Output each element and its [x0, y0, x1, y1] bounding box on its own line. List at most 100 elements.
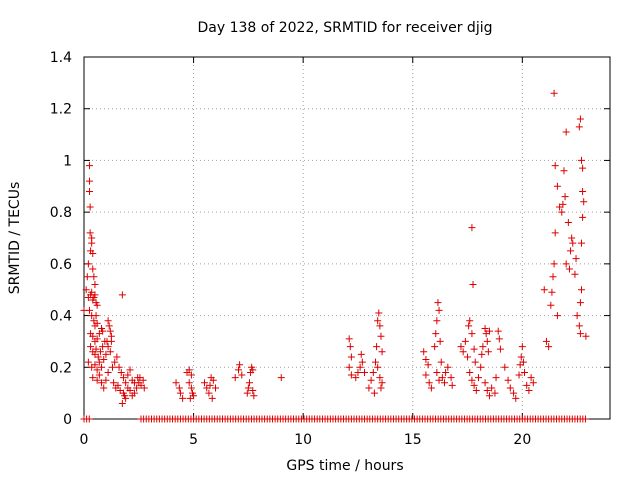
- data-point: [185, 366, 193, 374]
- data-point: [433, 317, 441, 325]
- data-point: [87, 343, 95, 351]
- data-point: [558, 208, 566, 216]
- data-point: [89, 332, 97, 340]
- data-point: [461, 337, 469, 345]
- data-point: [121, 392, 129, 400]
- data-point: [85, 306, 93, 314]
- data-point: [205, 389, 213, 397]
- data-point: [249, 387, 257, 395]
- data-point: [457, 343, 465, 351]
- y-tick-label: 0.8: [50, 205, 72, 221]
- chart-title: Day 138 of 2022, SRMTID for receiver dji…: [198, 20, 493, 36]
- data-point: [176, 389, 184, 397]
- data-point: [542, 337, 550, 345]
- data-point: [365, 384, 373, 392]
- data-point: [464, 353, 472, 361]
- data-point: [102, 376, 110, 384]
- data-point: [98, 363, 106, 371]
- data-point: [512, 394, 520, 402]
- data-point: [475, 374, 482, 382]
- data-point: [491, 389, 499, 397]
- x-tick-label: 10: [294, 432, 312, 448]
- data-point: [126, 366, 134, 374]
- zero-point: [581, 415, 589, 423]
- data-point: [206, 381, 214, 389]
- data-point: [110, 379, 118, 387]
- data-point: [111, 358, 119, 366]
- data-point: [130, 389, 138, 397]
- data-point: [105, 322, 113, 330]
- data-point: [527, 374, 535, 382]
- data-point: [494, 327, 502, 335]
- y-tick-label: 1.2: [50, 102, 72, 118]
- data-point: [376, 322, 384, 330]
- data-point: [470, 345, 478, 353]
- zero-point: [85, 415, 93, 423]
- data-point: [448, 381, 456, 389]
- data-point: [212, 384, 219, 392]
- data-point: [573, 312, 581, 320]
- data-point: [576, 330, 584, 338]
- y-tick-label: 0.6: [50, 257, 72, 273]
- data-point: [553, 312, 561, 320]
- data-point: [569, 239, 577, 247]
- data-point: [89, 374, 97, 382]
- data-point: [209, 376, 217, 384]
- data-point: [118, 399, 126, 407]
- data-point: [370, 389, 378, 397]
- data-point: [553, 182, 561, 190]
- data-point: [481, 379, 489, 387]
- data-point: [82, 286, 90, 294]
- data-point: [437, 358, 445, 366]
- data-point: [85, 162, 93, 170]
- data-point: [496, 345, 504, 353]
- data-point: [441, 379, 449, 387]
- data-point: [576, 299, 584, 307]
- data-point: [468, 330, 476, 338]
- data-point: [89, 265, 97, 273]
- data-point: [98, 379, 106, 387]
- data-point: [277, 374, 285, 382]
- data-point: [435, 306, 443, 314]
- data-point: [575, 322, 583, 330]
- data-point: [190, 392, 198, 400]
- data-point: [133, 384, 141, 392]
- data-point: [580, 198, 588, 206]
- data-point: [559, 200, 567, 208]
- data-point: [471, 358, 479, 366]
- data-point: [93, 376, 101, 384]
- data-point: [201, 379, 209, 387]
- data-point: [91, 281, 99, 289]
- data-point: [442, 368, 450, 376]
- y-tick-label: 0: [63, 412, 72, 428]
- x-tick-label: 15: [404, 432, 422, 448]
- data-point: [231, 374, 239, 382]
- data-point: [100, 384, 108, 392]
- data-point: [571, 270, 579, 278]
- data-point: [113, 353, 121, 361]
- data-point: [444, 363, 452, 371]
- data-point: [565, 265, 573, 273]
- data-point: [250, 392, 258, 400]
- data-point: [485, 327, 493, 335]
- data-point: [483, 387, 491, 395]
- data-point: [506, 384, 514, 392]
- data-point: [95, 371, 103, 379]
- data-point: [374, 363, 382, 371]
- data-point: [249, 366, 257, 374]
- x-tick-label: 0: [80, 432, 89, 448]
- data-point: [378, 379, 386, 387]
- data-point: [175, 384, 183, 392]
- data-point: [434, 299, 442, 307]
- data-point: [521, 368, 529, 376]
- data-point: [99, 327, 107, 335]
- data-point: [562, 128, 570, 136]
- data-point: [481, 325, 489, 332]
- data-point: [436, 337, 444, 345]
- data-point: [93, 319, 101, 327]
- data-point: [567, 247, 575, 255]
- y-tick-label: 1: [63, 153, 72, 169]
- data-point: [545, 343, 553, 351]
- data-point: [469, 281, 477, 289]
- data-point: [549, 273, 557, 281]
